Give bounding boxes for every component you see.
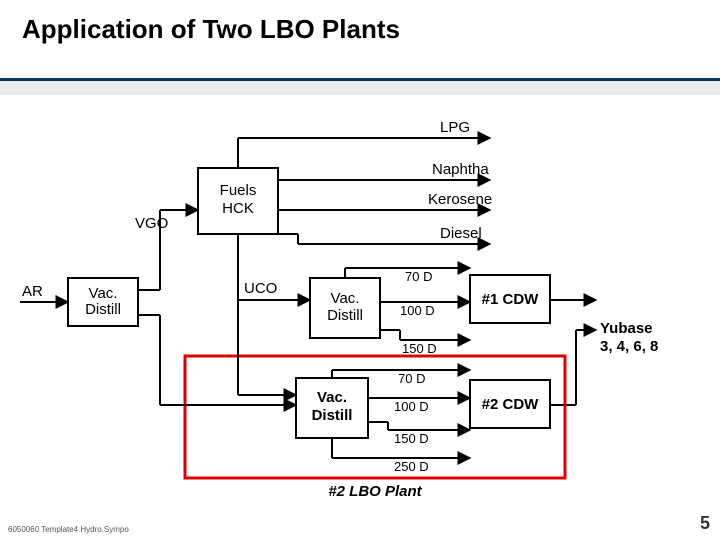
svg-text:Vac.: Vac.	[331, 290, 360, 307]
label-150d-1: 150 D	[402, 341, 437, 356]
flow-diagram: AR Vac. Distill VGO Fuels HCK LPG Naphth…	[0, 0, 720, 540]
label-yubase-1: Yubase	[600, 320, 653, 337]
label-100d-1: 100 D	[400, 303, 435, 318]
svg-text:Distill: Distill	[327, 307, 363, 324]
label-naphtha: Naphtha	[432, 161, 489, 178]
label-uco: UCO	[244, 280, 277, 297]
page-number: 5	[700, 513, 710, 534]
label-vgo: VGO	[135, 215, 168, 232]
label-70d-2: 70 D	[398, 371, 425, 386]
label-ar: AR	[22, 283, 43, 300]
svg-text:Distill: Distill	[85, 301, 121, 318]
svg-text:HCK: HCK	[222, 200, 254, 217]
label-100d-2: 100 D	[394, 399, 429, 414]
svg-text:Distill: Distill	[312, 407, 353, 424]
label-kerosene: Kerosene	[428, 191, 492, 208]
svg-text:Vac.: Vac.	[89, 285, 118, 302]
svg-text:#1 CDW: #1 CDW	[482, 291, 540, 308]
label-250d: 250 D	[394, 459, 429, 474]
label-lpg: LPG	[440, 119, 470, 136]
label-diesel: Diesel	[440, 225, 482, 242]
label-yubase-2: 3, 4, 6, 8	[600, 338, 658, 355]
svg-text:#2 CDW: #2 CDW	[482, 396, 540, 413]
svg-text:Fuels: Fuels	[220, 182, 257, 199]
label-150d-2: 150 D	[394, 431, 429, 446]
footer-text: 6050060 Template4 Hydro.Sympo	[8, 525, 129, 534]
label-70d-1: 70 D	[405, 269, 432, 284]
svg-text:Vac.: Vac.	[317, 389, 347, 406]
label-lbo2-plant: #2 LBO Plant	[328, 483, 422, 500]
